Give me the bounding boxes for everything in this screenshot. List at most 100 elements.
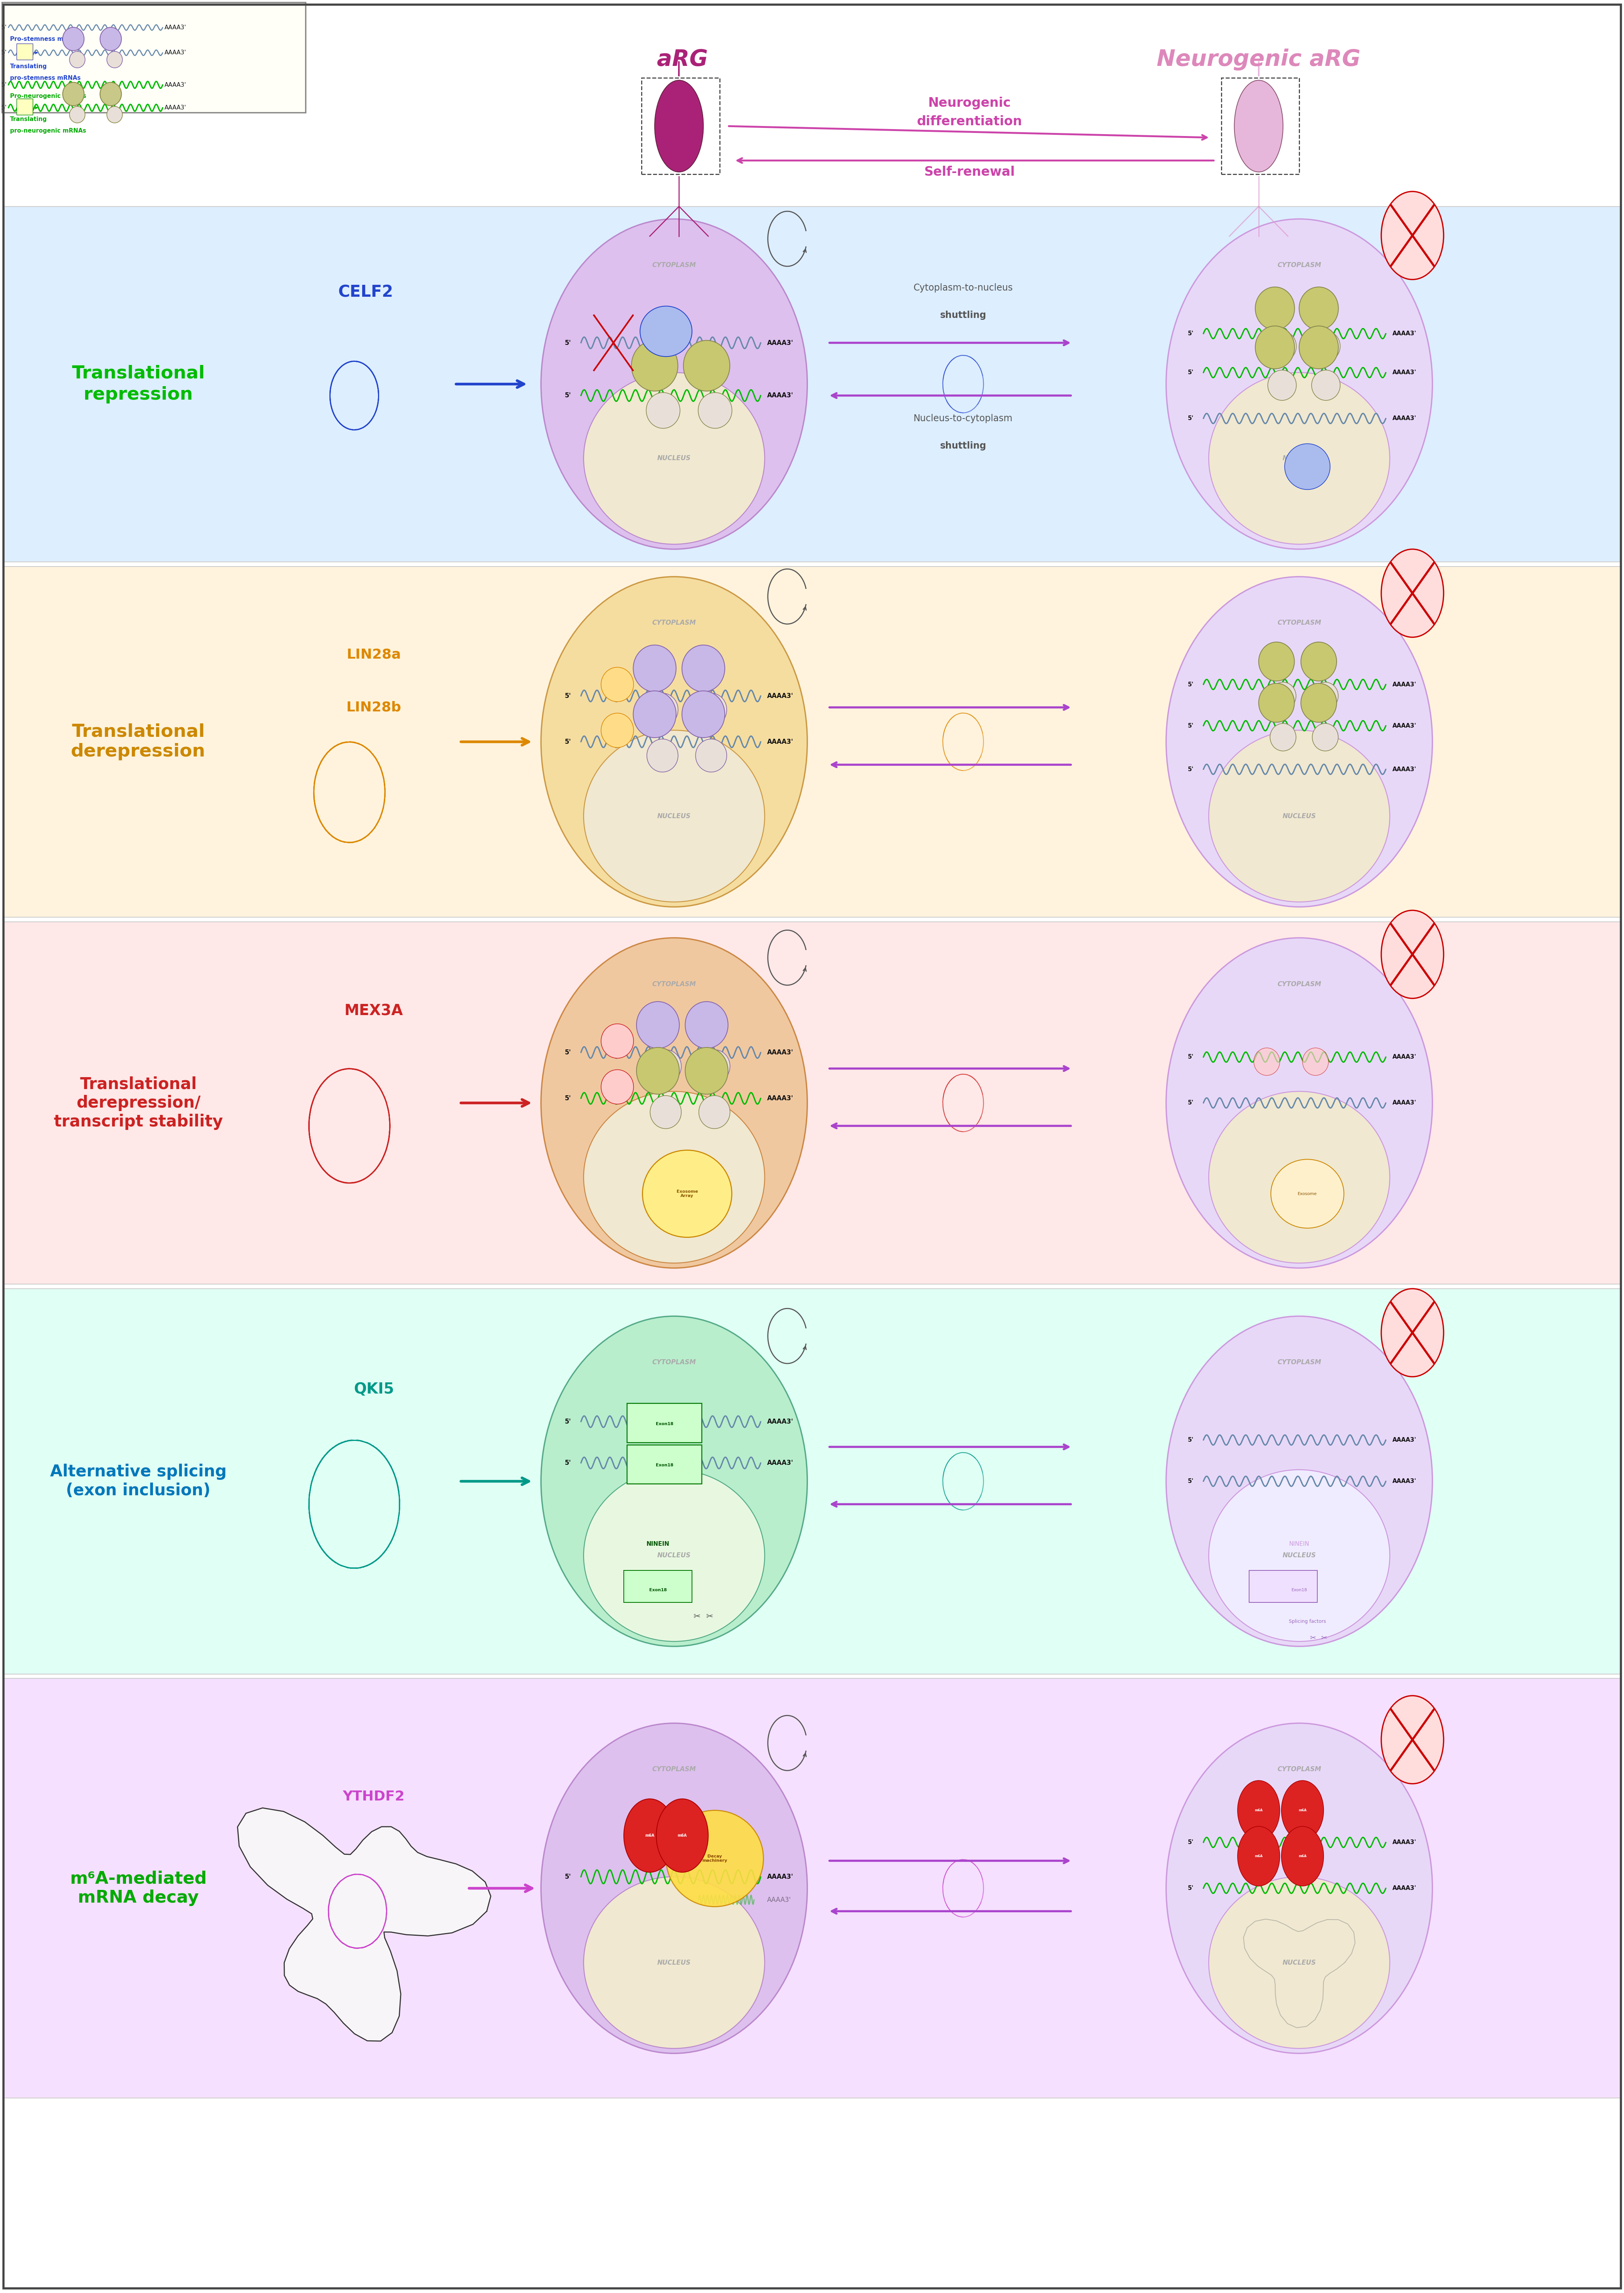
Ellipse shape [1255, 287, 1294, 330]
Text: CYTOPLASM: CYTOPLASM [1278, 619, 1322, 626]
Ellipse shape [1312, 369, 1340, 401]
Ellipse shape [698, 1050, 731, 1082]
Text: Nucleus-to-cytoplasm: Nucleus-to-cytoplasm [914, 413, 1013, 424]
Text: 5': 5' [1187, 1101, 1194, 1105]
Ellipse shape [698, 392, 732, 429]
Ellipse shape [583, 729, 765, 901]
Text: NINEIN: NINEIN [1289, 1541, 1309, 1548]
Text: Translating: Translating [10, 117, 47, 122]
Text: NUCLEUS: NUCLEUS [658, 454, 690, 461]
Text: AAAA3': AAAA3' [1392, 766, 1416, 773]
Ellipse shape [601, 1069, 633, 1103]
Text: AAAA3': AAAA3' [164, 50, 187, 55]
Text: 5': 5' [1187, 415, 1194, 422]
Ellipse shape [685, 1048, 728, 1094]
FancyBboxPatch shape [16, 44, 32, 60]
Ellipse shape [646, 692, 679, 727]
Ellipse shape [632, 339, 677, 392]
Ellipse shape [541, 938, 807, 1268]
Ellipse shape [70, 105, 84, 124]
Text: Neurogenic aRG: Neurogenic aRG [1156, 48, 1361, 71]
Text: LIN28b: LIN28b [346, 702, 401, 713]
Text: Decay
machinery: Decay machinery [702, 1855, 728, 1862]
Ellipse shape [1166, 938, 1432, 1268]
Ellipse shape [1208, 729, 1390, 901]
Circle shape [1382, 550, 1444, 637]
Text: NUCLEUS: NUCLEUS [658, 1958, 690, 1965]
Ellipse shape [633, 644, 676, 692]
Ellipse shape [695, 738, 728, 773]
Text: NINEIN: NINEIN [646, 1541, 669, 1548]
Ellipse shape [1166, 1316, 1432, 1646]
Text: 5': 5' [2, 83, 6, 87]
Text: 5': 5' [2, 50, 6, 55]
Text: Translational
repression: Translational repression [71, 365, 205, 404]
Text: m6A: m6A [1255, 1809, 1263, 1811]
Text: NUCLEUS: NUCLEUS [1283, 454, 1315, 461]
Ellipse shape [1285, 443, 1330, 491]
Text: CELF2: CELF2 [338, 284, 393, 300]
Text: pro-neurogenic mRNAs: pro-neurogenic mRNAs [10, 128, 86, 133]
FancyBboxPatch shape [1249, 1571, 1317, 1603]
Ellipse shape [1301, 642, 1337, 681]
Text: YTHDF2: YTHDF2 [343, 1791, 404, 1802]
Polygon shape [237, 1807, 490, 2041]
Text: Exosome
Array: Exosome Array [677, 1190, 698, 1197]
Text: m6A: m6A [1255, 1855, 1263, 1857]
Text: m6A: m6A [677, 1834, 687, 1837]
Ellipse shape [637, 1002, 679, 1048]
FancyBboxPatch shape [16, 99, 32, 115]
Text: NUCLEUS: NUCLEUS [1283, 1958, 1315, 1965]
Ellipse shape [1208, 1876, 1390, 2048]
Text: AAAA3': AAAA3' [1392, 1839, 1416, 1846]
Circle shape [1237, 1779, 1280, 1839]
Text: AAAA3': AAAA3' [767, 1417, 794, 1426]
Text: AAAA3': AAAA3' [1392, 1479, 1416, 1484]
Circle shape [1237, 1825, 1280, 1885]
Ellipse shape [1259, 642, 1294, 681]
Text: 5': 5' [1187, 1055, 1194, 1059]
Ellipse shape [1208, 1470, 1390, 1642]
Text: CYTOPLASM: CYTOPLASM [653, 1360, 697, 1367]
Ellipse shape [101, 28, 122, 50]
Text: MEX3A: MEX3A [344, 1004, 403, 1018]
Ellipse shape [541, 1316, 807, 1646]
Text: CYTOPLASM: CYTOPLASM [1278, 1360, 1322, 1367]
Text: Exosome: Exosome [1298, 1192, 1317, 1195]
Text: AAAA3': AAAA3' [767, 1873, 794, 1880]
Ellipse shape [1166, 578, 1432, 908]
Text: Self-renewal: Self-renewal [924, 165, 1015, 179]
Text: m6A: m6A [1299, 1809, 1307, 1811]
Text: 5': 5' [565, 339, 572, 346]
Text: CYTOPLASM: CYTOPLASM [653, 981, 697, 988]
Text: 5': 5' [565, 1094, 572, 1103]
Ellipse shape [643, 1151, 732, 1238]
Circle shape [1382, 1289, 1444, 1376]
Ellipse shape [695, 692, 728, 727]
Text: NUCLEUS: NUCLEUS [1283, 1174, 1315, 1181]
Ellipse shape [1299, 287, 1338, 330]
Ellipse shape [583, 1091, 765, 1263]
Text: AAAA3': AAAA3' [1392, 330, 1416, 337]
Circle shape [1281, 1825, 1324, 1885]
Text: 5': 5' [2, 25, 6, 30]
Ellipse shape [1302, 1048, 1328, 1075]
Text: 5': 5' [1187, 722, 1194, 729]
Text: 5': 5' [1187, 1885, 1194, 1892]
FancyBboxPatch shape [3, 206, 1621, 562]
Ellipse shape [650, 1050, 682, 1082]
Ellipse shape [654, 80, 703, 172]
Text: AAAA3': AAAA3' [164, 25, 187, 30]
Text: AAAA3': AAAA3' [1392, 1438, 1416, 1442]
FancyBboxPatch shape [3, 566, 1621, 917]
Ellipse shape [1270, 683, 1296, 709]
Ellipse shape [1312, 683, 1338, 709]
Ellipse shape [640, 305, 692, 355]
Text: 5': 5' [1187, 330, 1194, 337]
Ellipse shape [633, 690, 676, 738]
Text: Neurogenic: Neurogenic [929, 96, 1012, 110]
Text: m⁶A-mediated
mRNA decay: m⁶A-mediated mRNA decay [70, 1871, 206, 1905]
FancyBboxPatch shape [624, 1571, 692, 1603]
Text: ✂  ✂: ✂ ✂ [693, 1612, 713, 1621]
Ellipse shape [1270, 725, 1296, 752]
